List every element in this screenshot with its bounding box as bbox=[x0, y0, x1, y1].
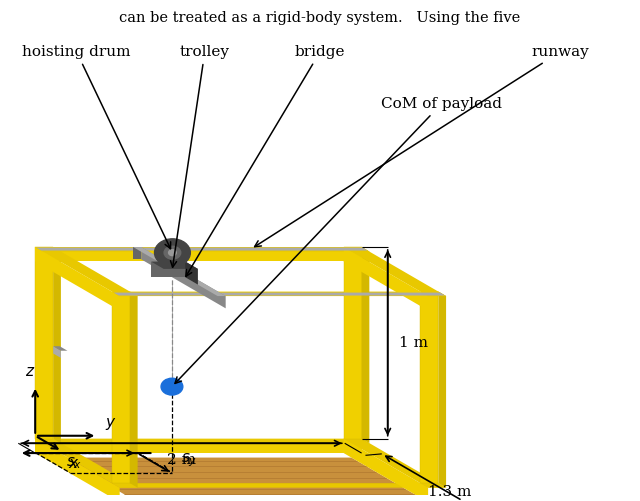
Polygon shape bbox=[362, 247, 369, 443]
Circle shape bbox=[154, 239, 190, 267]
Text: 1 m: 1 m bbox=[399, 336, 428, 350]
Polygon shape bbox=[35, 247, 138, 296]
Polygon shape bbox=[112, 292, 446, 296]
Polygon shape bbox=[61, 457, 420, 497]
Polygon shape bbox=[133, 247, 141, 260]
Polygon shape bbox=[344, 439, 428, 501]
Text: bridge: bridge bbox=[186, 45, 345, 277]
Polygon shape bbox=[151, 262, 185, 277]
Text: $x$: $x$ bbox=[68, 457, 80, 471]
Text: hoisting drum: hoisting drum bbox=[22, 45, 171, 248]
Polygon shape bbox=[35, 439, 369, 443]
Polygon shape bbox=[53, 346, 61, 358]
Polygon shape bbox=[35, 439, 120, 501]
Polygon shape bbox=[35, 439, 362, 453]
Polygon shape bbox=[344, 247, 446, 296]
Circle shape bbox=[164, 246, 180, 259]
Polygon shape bbox=[112, 292, 130, 483]
Polygon shape bbox=[35, 247, 53, 439]
Polygon shape bbox=[344, 247, 428, 311]
Circle shape bbox=[161, 378, 183, 395]
Polygon shape bbox=[133, 247, 226, 296]
Polygon shape bbox=[36, 247, 367, 250]
Text: CoM of payload: CoM of payload bbox=[175, 97, 502, 383]
Text: 2 m: 2 m bbox=[167, 453, 196, 467]
Polygon shape bbox=[344, 247, 362, 439]
Polygon shape bbox=[438, 292, 446, 487]
Polygon shape bbox=[344, 439, 446, 487]
Text: $z$: $z$ bbox=[25, 365, 35, 379]
Polygon shape bbox=[130, 292, 138, 487]
Polygon shape bbox=[114, 293, 445, 296]
Polygon shape bbox=[35, 247, 362, 262]
Text: $s_y$: $s_y$ bbox=[180, 452, 197, 469]
Text: trolley: trolley bbox=[170, 45, 230, 267]
Polygon shape bbox=[420, 292, 438, 483]
Circle shape bbox=[168, 249, 176, 256]
Polygon shape bbox=[35, 247, 120, 311]
Polygon shape bbox=[53, 247, 61, 443]
Text: runway: runway bbox=[255, 45, 589, 246]
Polygon shape bbox=[112, 483, 446, 487]
Text: $s_x$: $s_x$ bbox=[66, 455, 82, 471]
Polygon shape bbox=[185, 262, 198, 285]
Polygon shape bbox=[35, 439, 138, 487]
Polygon shape bbox=[35, 247, 369, 252]
Polygon shape bbox=[53, 346, 67, 351]
Polygon shape bbox=[141, 247, 226, 308]
Polygon shape bbox=[151, 262, 198, 269]
Text: can be treated as a rigid-body system.   Using the five: can be treated as a rigid-body system. U… bbox=[120, 11, 520, 25]
Text: 1.3 m: 1.3 m bbox=[429, 484, 472, 498]
Text: $y$: $y$ bbox=[105, 416, 116, 432]
